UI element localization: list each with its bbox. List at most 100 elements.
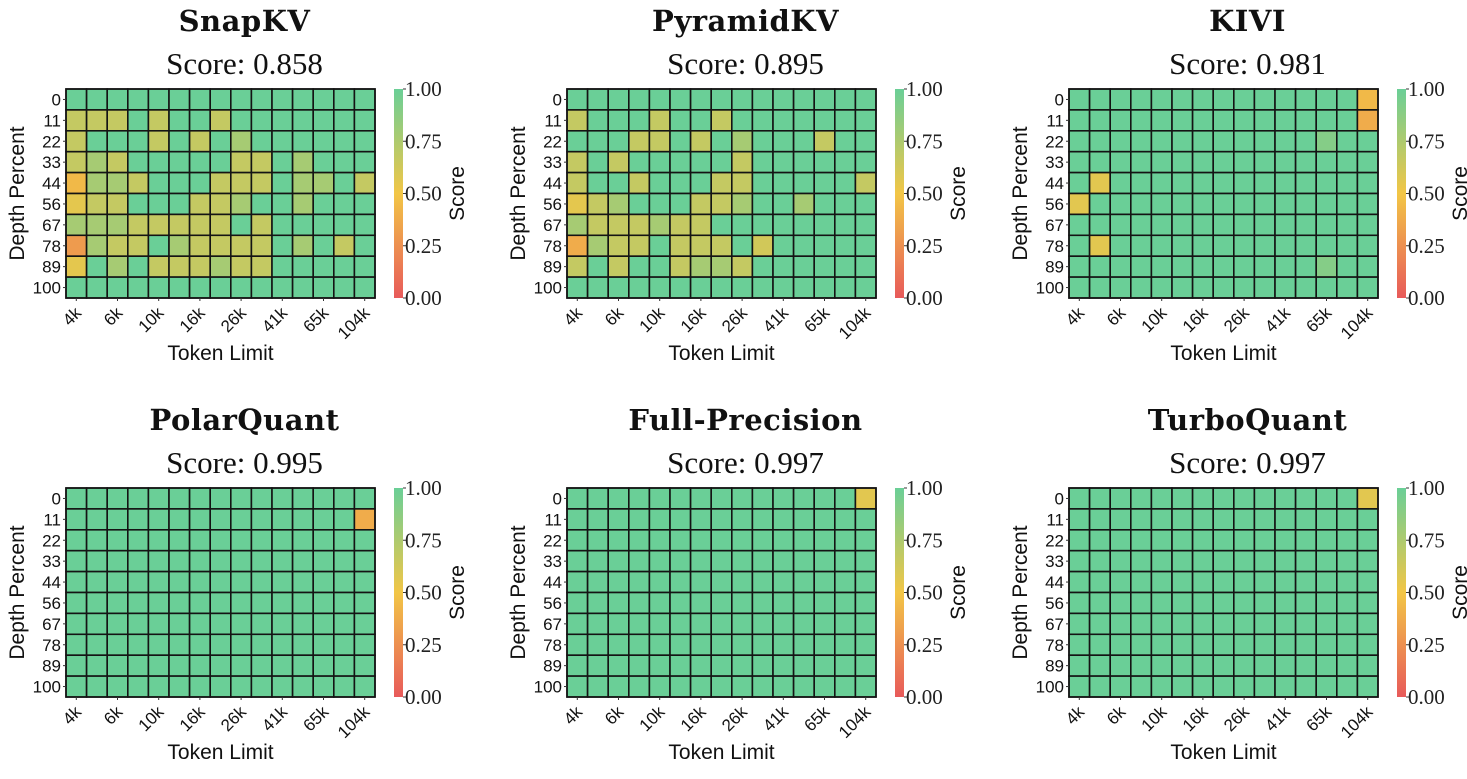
- heatmap-cell: [813, 255, 836, 278]
- heatmap-cell: [127, 109, 150, 132]
- heatmap-cell: [291, 591, 315, 615]
- heatmap-cell: [147, 675, 170, 698]
- y-axis-label: Depth Percent: [507, 126, 530, 260]
- heatmap-cell: [689, 549, 713, 573]
- y-tick-label: 44: [543, 174, 562, 193]
- heatmap-cell: [1274, 213, 1297, 237]
- heatmap-cell: [1150, 612, 1173, 636]
- heatmap-cell: [85, 508, 108, 531]
- heatmap-cell: [1109, 633, 1132, 657]
- heatmap-cell: [731, 130, 754, 153]
- heatmap-cell: [312, 213, 335, 237]
- x-tick-label: 65k: [801, 702, 834, 735]
- heatmap-cell: [291, 109, 315, 132]
- heatmap-cell: [1315, 508, 1338, 531]
- heatmap-panel-snapkv: SnapKV Score: 0.858 0 11 22 33 44 56 67 78 89 100 4k…: [0, 0, 489, 380]
- heatmap-cell: [854, 255, 877, 278]
- heatmap-cell: [586, 234, 609, 258]
- heatmap-cell: [127, 276, 150, 299]
- heatmap-cell: [566, 213, 589, 237]
- heatmap-cell: [1088, 88, 1111, 111]
- x-tick-label: 16k: [176, 702, 209, 735]
- heatmap-cell: [731, 213, 754, 237]
- heatmap-cell: [65, 192, 88, 216]
- heatmap-cell: [1109, 570, 1132, 594]
- heatmap-cell: [188, 654, 212, 677]
- heatmap-cell: [209, 549, 232, 573]
- heatmap-cell: [628, 109, 651, 132]
- heatmap-panel-turboquant: TurboQuant Score: 0.997 0 11 22 33 44 56 67 78 89 1…: [1003, 399, 1467, 779]
- heatmap-cell: [689, 529, 713, 552]
- heatmap-cell: [607, 255, 630, 278]
- heatmap-cell: [65, 487, 88, 510]
- heatmap-cell: [147, 171, 170, 195]
- heatmap-cell: [607, 88, 630, 111]
- heatmap-border: [566, 487, 877, 698]
- panel-title: TurboQuant: [1147, 403, 1348, 437]
- heatmap-cell: [689, 570, 713, 594]
- heatmap-cell: [168, 255, 191, 278]
- colorbar-label: Score: [446, 166, 469, 221]
- heatmap-cell: [85, 487, 108, 510]
- heatmap-cell: [751, 255, 774, 278]
- x-axis-label: Token Limit: [1170, 342, 1276, 365]
- heatmap-cell: [751, 675, 774, 698]
- heatmap-cell: [751, 633, 774, 657]
- y-tick-label: 78: [1045, 237, 1064, 256]
- heatmap-cell: [669, 130, 692, 153]
- heatmap-cell: [230, 529, 253, 552]
- heatmap-cell: [833, 570, 857, 594]
- heatmap-cell: [689, 255, 713, 278]
- heatmap-cell: [271, 529, 294, 552]
- heatmap-cell: [106, 654, 129, 677]
- heatmap-cell: [731, 549, 754, 573]
- heatmap-cell: [168, 529, 191, 552]
- heatmap-cell: [669, 109, 692, 132]
- heatmap-cell: [710, 570, 733, 594]
- heatmap-cell: [710, 675, 733, 698]
- heatmap-cell: [772, 654, 795, 677]
- heatmap-cell: [1335, 130, 1359, 153]
- heatmap-cell: [85, 213, 108, 237]
- heatmap-cell: [669, 508, 692, 531]
- heatmap-cell: [291, 234, 315, 258]
- x-tick-label: 4k: [59, 702, 85, 728]
- heatmap-cell: [772, 487, 795, 510]
- heatmap-cell: [1356, 529, 1379, 552]
- heatmap-cell: [65, 591, 88, 615]
- heatmap-cell: [1212, 213, 1235, 237]
- heatmap-cell: [188, 529, 212, 552]
- heatmap-cell: [332, 276, 356, 299]
- heatmap-cell: [332, 88, 356, 111]
- heatmap-cell: [1294, 570, 1318, 594]
- heatmap-cell: [607, 529, 630, 552]
- colorbar-tick-label: 1.00: [405, 476, 442, 500]
- heatmap-cell: [312, 234, 335, 258]
- colorbar-tick-label: 0.50: [405, 581, 442, 605]
- heatmap-cell: [854, 591, 877, 615]
- y-tick-label: 56: [1045, 594, 1064, 613]
- heatmap-cell: [731, 612, 754, 636]
- heatmap-cell: [312, 612, 335, 636]
- heatmap-cell: [1088, 529, 1111, 552]
- y-tick-label: 100: [1036, 279, 1064, 298]
- heatmap-cell: [353, 130, 376, 153]
- colorbar-tick-label: 0.75: [1408, 528, 1445, 552]
- heatmap-cell: [751, 276, 774, 299]
- heatmap-cell: [1315, 591, 1338, 615]
- heatmap-cell: [689, 192, 713, 216]
- heatmap-cell: [833, 130, 857, 153]
- heatmap-cell: [813, 487, 836, 510]
- heatmap-cell: [1356, 549, 1379, 573]
- heatmap-cell: [168, 150, 191, 174]
- heatmap-cell: [332, 255, 356, 278]
- heatmap-cell: [648, 529, 671, 552]
- colorbar-tick-label: 0.00: [906, 286, 943, 310]
- heatmap-cell: [85, 234, 108, 258]
- heatmap-cell: [854, 487, 877, 510]
- heatmap-cell: [1150, 234, 1173, 258]
- heatmap-panel-polarquant: PolarQuant Score: 0.995 0 11 22 33 44 56 67 78 89 1…: [0, 399, 489, 779]
- heatmap-cell: [792, 549, 816, 573]
